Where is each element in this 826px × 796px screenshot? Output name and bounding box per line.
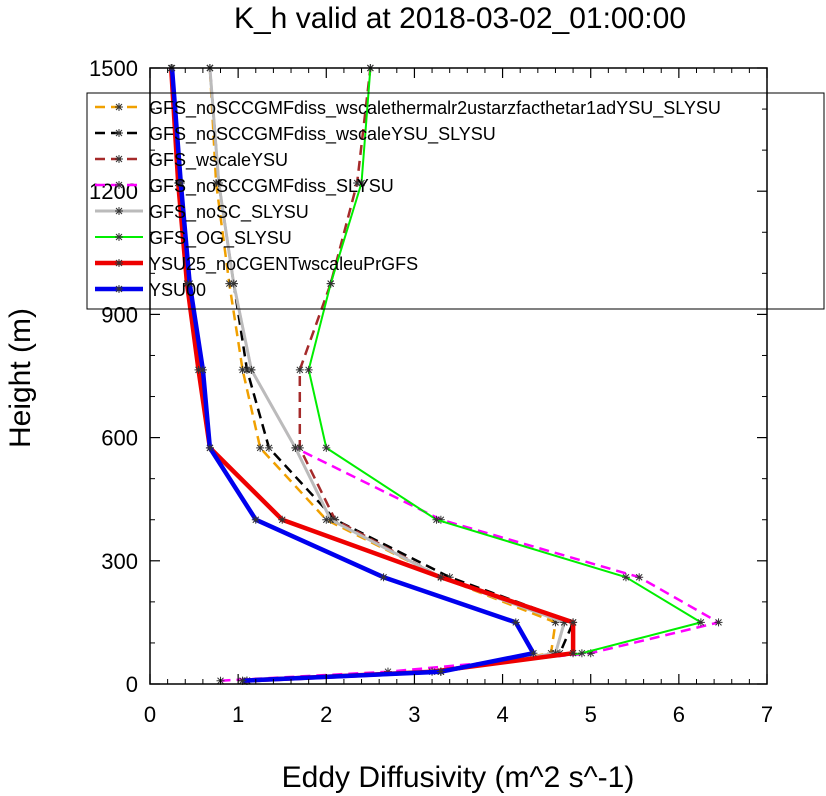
x-tick-label: 5 bbox=[585, 702, 597, 727]
legend-box bbox=[86, 92, 825, 310]
x-tick-label: 3 bbox=[408, 702, 420, 727]
legend-label: YSU25_noCGENTwscaleuPrGFS bbox=[149, 254, 418, 275]
x-tick-label: 1 bbox=[232, 702, 244, 727]
series-3 bbox=[242, 64, 569, 685]
data-point-marker bbox=[436, 667, 445, 676]
data-point-marker bbox=[247, 365, 256, 374]
series-line bbox=[246, 67, 566, 682]
data-point-marker bbox=[225, 279, 234, 288]
data-point-marker bbox=[436, 573, 445, 582]
data-point-marker bbox=[432, 515, 441, 524]
legend-label: GFS_OG_SLYSU bbox=[149, 228, 292, 249]
data-point-marker bbox=[198, 365, 207, 374]
legend-label: YSU00 bbox=[149, 280, 206, 300]
legend-label: GFS_noSC_SLYSU bbox=[149, 202, 309, 223]
data-point-marker bbox=[264, 443, 273, 452]
legend-marker bbox=[115, 207, 123, 215]
data-point-marker bbox=[238, 676, 247, 685]
y-tick-label: 1200 bbox=[89, 179, 138, 204]
data-point-marker bbox=[696, 618, 705, 627]
x-tick-label: 0 bbox=[144, 702, 156, 727]
data-point-marker bbox=[322, 443, 331, 452]
axes: 0 1 2 3 4 5 6 7 0 300 600 900 1200 1500 bbox=[89, 56, 773, 727]
legend-entry: GFS_noSCCGMFdiss_SLYSU bbox=[95, 176, 394, 197]
legend-marker bbox=[115, 129, 123, 137]
data-point-marker bbox=[635, 573, 644, 582]
series-6 bbox=[242, 64, 705, 685]
legend-label: GFS_noSCCGMFdiss_wscaleYSU_SLYSU bbox=[149, 124, 496, 145]
x-tick-label: 2 bbox=[320, 702, 332, 727]
data-point-marker bbox=[326, 279, 335, 288]
legend-entry: YSU00 bbox=[95, 280, 206, 300]
plot-frame bbox=[149, 67, 768, 685]
x-tick-label: 4 bbox=[496, 702, 508, 727]
data-point-marker bbox=[577, 649, 586, 658]
legend-entry: GFS_OG_SLYSU bbox=[95, 228, 292, 249]
data-point-marker bbox=[176, 178, 185, 187]
legend-entry: YSU25_noCGENTwscaleuPrGFS bbox=[95, 254, 418, 275]
data-point-marker bbox=[295, 443, 304, 452]
y-tick-label: 0 bbox=[126, 672, 138, 697]
legend: GFS_noSCCGMFdiss_wscalethermalr2ustarzfa… bbox=[86, 92, 825, 310]
data-point-marker bbox=[214, 178, 223, 187]
legend-label: GFS_noSCCGMFdiss_wscalethermalr2ustarzfa… bbox=[149, 98, 721, 119]
data-point-marker bbox=[569, 618, 578, 627]
data-point-marker bbox=[322, 515, 331, 524]
data-point-marker bbox=[229, 279, 238, 288]
legend-label: GFS_noSCCGMFdiss_SLYSU bbox=[149, 176, 394, 197]
chart-title: K_h valid at 2018-03-02_01:00:00 bbox=[234, 2, 686, 35]
data-point-marker bbox=[238, 365, 247, 374]
legend-entry: GFS_noSC_SLYSU bbox=[95, 202, 309, 223]
legend-marker bbox=[115, 155, 123, 163]
data-point-marker bbox=[357, 178, 366, 187]
data-point-marker bbox=[569, 649, 578, 658]
data-point-marker bbox=[529, 649, 538, 658]
y-axis-label: Height (m) bbox=[4, 308, 37, 448]
data-point-marker bbox=[560, 618, 569, 627]
data-point-marker bbox=[242, 365, 251, 374]
legend-entry: GFS_noSCCGMFdiss_wscaleYSU_SLYSU bbox=[95, 124, 496, 145]
y-tick-label: 900 bbox=[101, 302, 138, 327]
data-point-marker bbox=[511, 618, 520, 627]
x-axis-label: Eddy Diffusivity (m^2 s^-1) bbox=[282, 761, 635, 794]
data-point-marker bbox=[205, 443, 214, 452]
data-point-marker bbox=[295, 365, 304, 374]
data-point-marker bbox=[551, 618, 560, 627]
series-line bbox=[208, 67, 557, 682]
legend-marker bbox=[115, 181, 123, 189]
data-point-marker bbox=[194, 365, 203, 374]
y-tick-label: 600 bbox=[101, 426, 138, 451]
data-point-marker bbox=[379, 573, 388, 582]
data-point-marker bbox=[185, 279, 194, 288]
data-point-marker bbox=[551, 649, 560, 658]
data-point-marker bbox=[436, 515, 445, 524]
data-point-marker bbox=[331, 515, 340, 524]
legend-marker bbox=[115, 103, 123, 111]
legend-marker bbox=[115, 233, 123, 241]
legend-marker bbox=[115, 259, 123, 267]
x-tick-label: 7 bbox=[761, 702, 773, 727]
data-point-marker bbox=[326, 515, 335, 524]
y-tick-label: 1500 bbox=[89, 56, 138, 81]
data-point-marker bbox=[256, 443, 265, 452]
legend-marker bbox=[115, 285, 123, 293]
data-point-marker bbox=[291, 443, 300, 452]
legend-label: GFS_wscaleYSU bbox=[149, 150, 288, 171]
series-layer bbox=[167, 64, 723, 685]
data-point-marker bbox=[621, 573, 630, 582]
data-point-marker bbox=[445, 573, 454, 582]
data-point-marker bbox=[304, 365, 313, 374]
y-tick-label: 300 bbox=[101, 549, 138, 574]
data-point-marker bbox=[353, 178, 362, 187]
legend-entry: GFS_noSCCGMFdiss_wscalethermalr2ustarzfa… bbox=[95, 98, 721, 119]
data-point-marker bbox=[251, 515, 260, 524]
data-point-marker bbox=[714, 618, 723, 627]
legend-entry: GFS_wscaleYSU bbox=[95, 150, 288, 171]
data-point-marker bbox=[586, 649, 595, 658]
data-point-marker bbox=[278, 515, 287, 524]
x-tick-label: 6 bbox=[673, 702, 685, 727]
